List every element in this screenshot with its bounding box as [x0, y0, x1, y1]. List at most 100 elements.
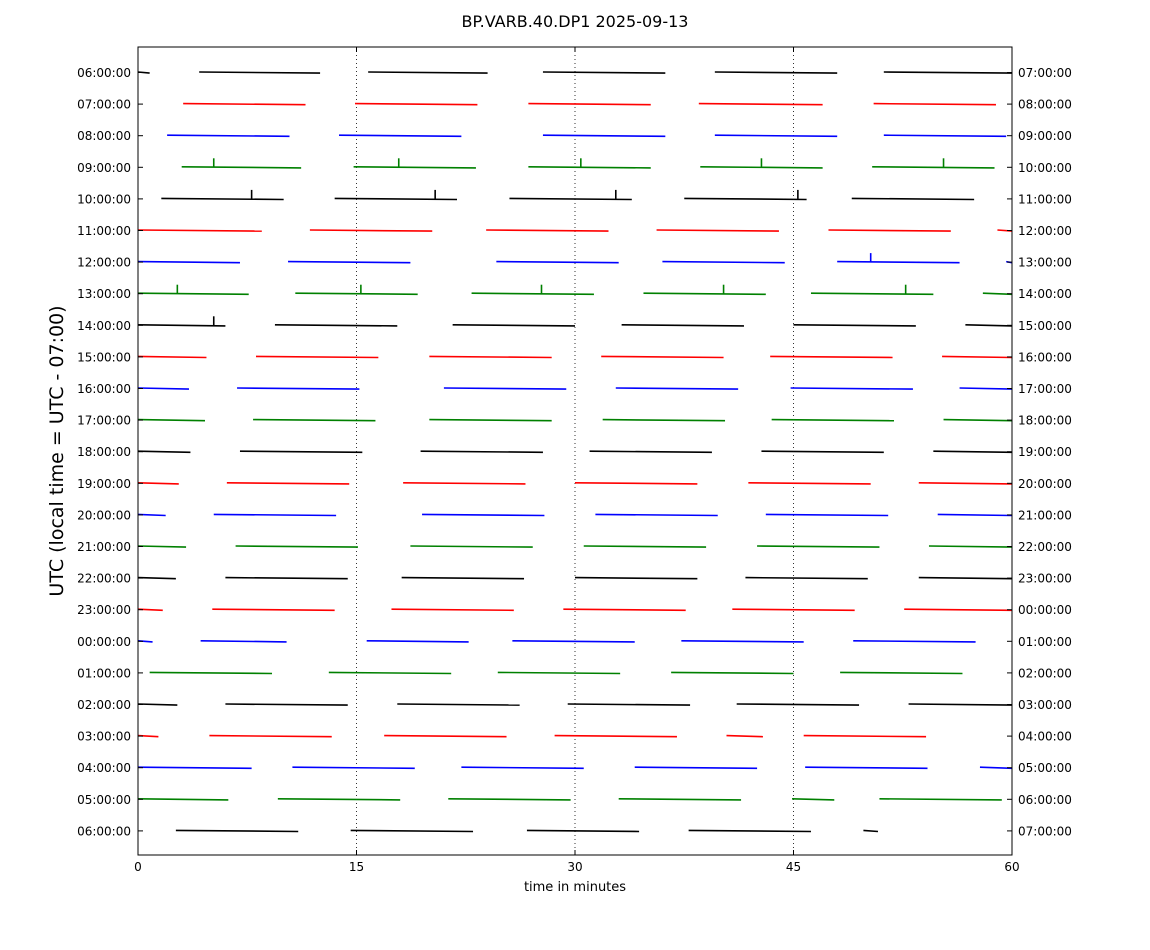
y-tick-label-left: 04:00:00 [77, 761, 131, 775]
trace-segment [226, 482, 350, 485]
trace-segment [681, 640, 804, 643]
trace-segment [698, 102, 823, 106]
trace-segment [602, 418, 726, 422]
y-tick-label-left: 15:00:00 [77, 350, 131, 364]
trace-segment [805, 766, 928, 770]
trace-segment [274, 324, 398, 327]
trace-segment [443, 387, 567, 390]
trace-segment [212, 608, 335, 612]
y-tick-label-right: 15:00:00 [1018, 319, 1072, 333]
x-tick-label: 30 [567, 860, 582, 874]
y-tick-label-left: 05:00:00 [77, 793, 131, 807]
trace-segment [334, 197, 458, 201]
trace-segment [937, 513, 1013, 517]
trace-segment [137, 703, 178, 706]
trace-segment [554, 734, 677, 738]
trace-segment [137, 387, 190, 390]
trace-segment [853, 640, 976, 643]
y-tick-label-right: 07:00:00 [1018, 66, 1072, 80]
trace-segment [688, 829, 811, 833]
y-tick-label-left: 00:00:00 [77, 635, 131, 649]
trace-segment [255, 355, 379, 359]
trace-segment [792, 798, 835, 801]
y-tick-label-left: 08:00:00 [77, 129, 131, 143]
trace-segment [918, 576, 1013, 580]
trace-segment [355, 102, 478, 106]
trace-segment [928, 545, 1013, 548]
y-tick-label-left: 06:00:00 [77, 824, 131, 838]
trace-segment [181, 166, 302, 169]
x-tick-label: 15 [349, 860, 364, 874]
trace-segment [486, 229, 609, 232]
trace-segment [137, 545, 187, 548]
trace-segment [137, 418, 206, 422]
trace-segment [765, 513, 889, 517]
y-tick-label-left: 03:00:00 [77, 730, 131, 744]
trace-segment [837, 260, 960, 264]
trace-segment [200, 640, 287, 643]
trace-segment [496, 260, 619, 264]
trace-segment [883, 134, 1007, 138]
trace-segment [601, 355, 724, 359]
y-tick-label-right: 14:00:00 [1018, 287, 1072, 301]
trace-segment [253, 418, 376, 422]
trace-segment [770, 355, 893, 359]
trace-segment [567, 703, 691, 706]
y-tick-label-left: 13:00:00 [77, 287, 131, 301]
y-tick-label-left: 19:00:00 [77, 477, 131, 491]
chart-title: BP.VARB.40.DP1 2025-09-13 [462, 12, 689, 31]
y-tick-label-right: 01:00:00 [1018, 635, 1072, 649]
trace-segment [161, 197, 284, 201]
trace-segment [943, 418, 1013, 422]
y-tick-label-right: 10:00:00 [1018, 161, 1072, 175]
trace-segment [384, 734, 507, 738]
trace-segment [167, 134, 290, 138]
trace-segment [137, 450, 191, 454]
trace-segment [149, 671, 273, 675]
plot-area: 0 15 30 45 60 06:00:00 07:00:00 07:00:00 08:00:0… [77, 46, 1072, 874]
trace-segment [175, 829, 299, 833]
trace-segment [309, 229, 433, 232]
trace-segment [461, 766, 584, 770]
trace-segment [583, 545, 707, 548]
trace-segment [700, 166, 823, 169]
trace-segment [684, 197, 807, 201]
trace-segment [879, 798, 1002, 801]
trace-segment [401, 576, 525, 580]
trace-segment [295, 292, 418, 296]
trace-segment [656, 229, 779, 232]
trace-segment [422, 513, 545, 517]
trace-segment [828, 229, 951, 232]
trace-segment [448, 798, 571, 801]
trace-segment [528, 102, 651, 106]
trace-segment [959, 387, 1013, 390]
trace-segment [183, 102, 306, 106]
trace-segment [595, 513, 718, 517]
trace-segment [793, 324, 916, 327]
trace-segment [621, 324, 744, 327]
y-tick-label-left: 16:00:00 [77, 382, 131, 396]
trace-segment [618, 798, 742, 801]
trace-segment [634, 766, 758, 770]
y-tick-label-left: 20:00:00 [77, 508, 131, 522]
trace-segment [757, 545, 880, 548]
trace-segment [528, 166, 651, 169]
y-tick-label-right: 04:00:00 [1018, 730, 1072, 744]
trace-segment [429, 355, 552, 359]
trace-segment [137, 576, 176, 580]
y-tick-label-left: 12:00:00 [77, 256, 131, 270]
trace-segment [471, 292, 594, 296]
trace-segment [452, 324, 576, 327]
trace-segment [574, 482, 698, 485]
trace-segment [420, 450, 543, 454]
trace-segment [942, 355, 1013, 359]
trace-segment [873, 102, 996, 106]
trace-segment [137, 260, 240, 264]
trace-segment [574, 576, 698, 580]
trace-segment [736, 703, 860, 706]
trace-segment [497, 671, 621, 675]
trace-segment [288, 260, 411, 264]
trace-segment [213, 513, 337, 517]
x-tick-label: 45 [786, 860, 801, 874]
trace-segment [965, 324, 1013, 327]
